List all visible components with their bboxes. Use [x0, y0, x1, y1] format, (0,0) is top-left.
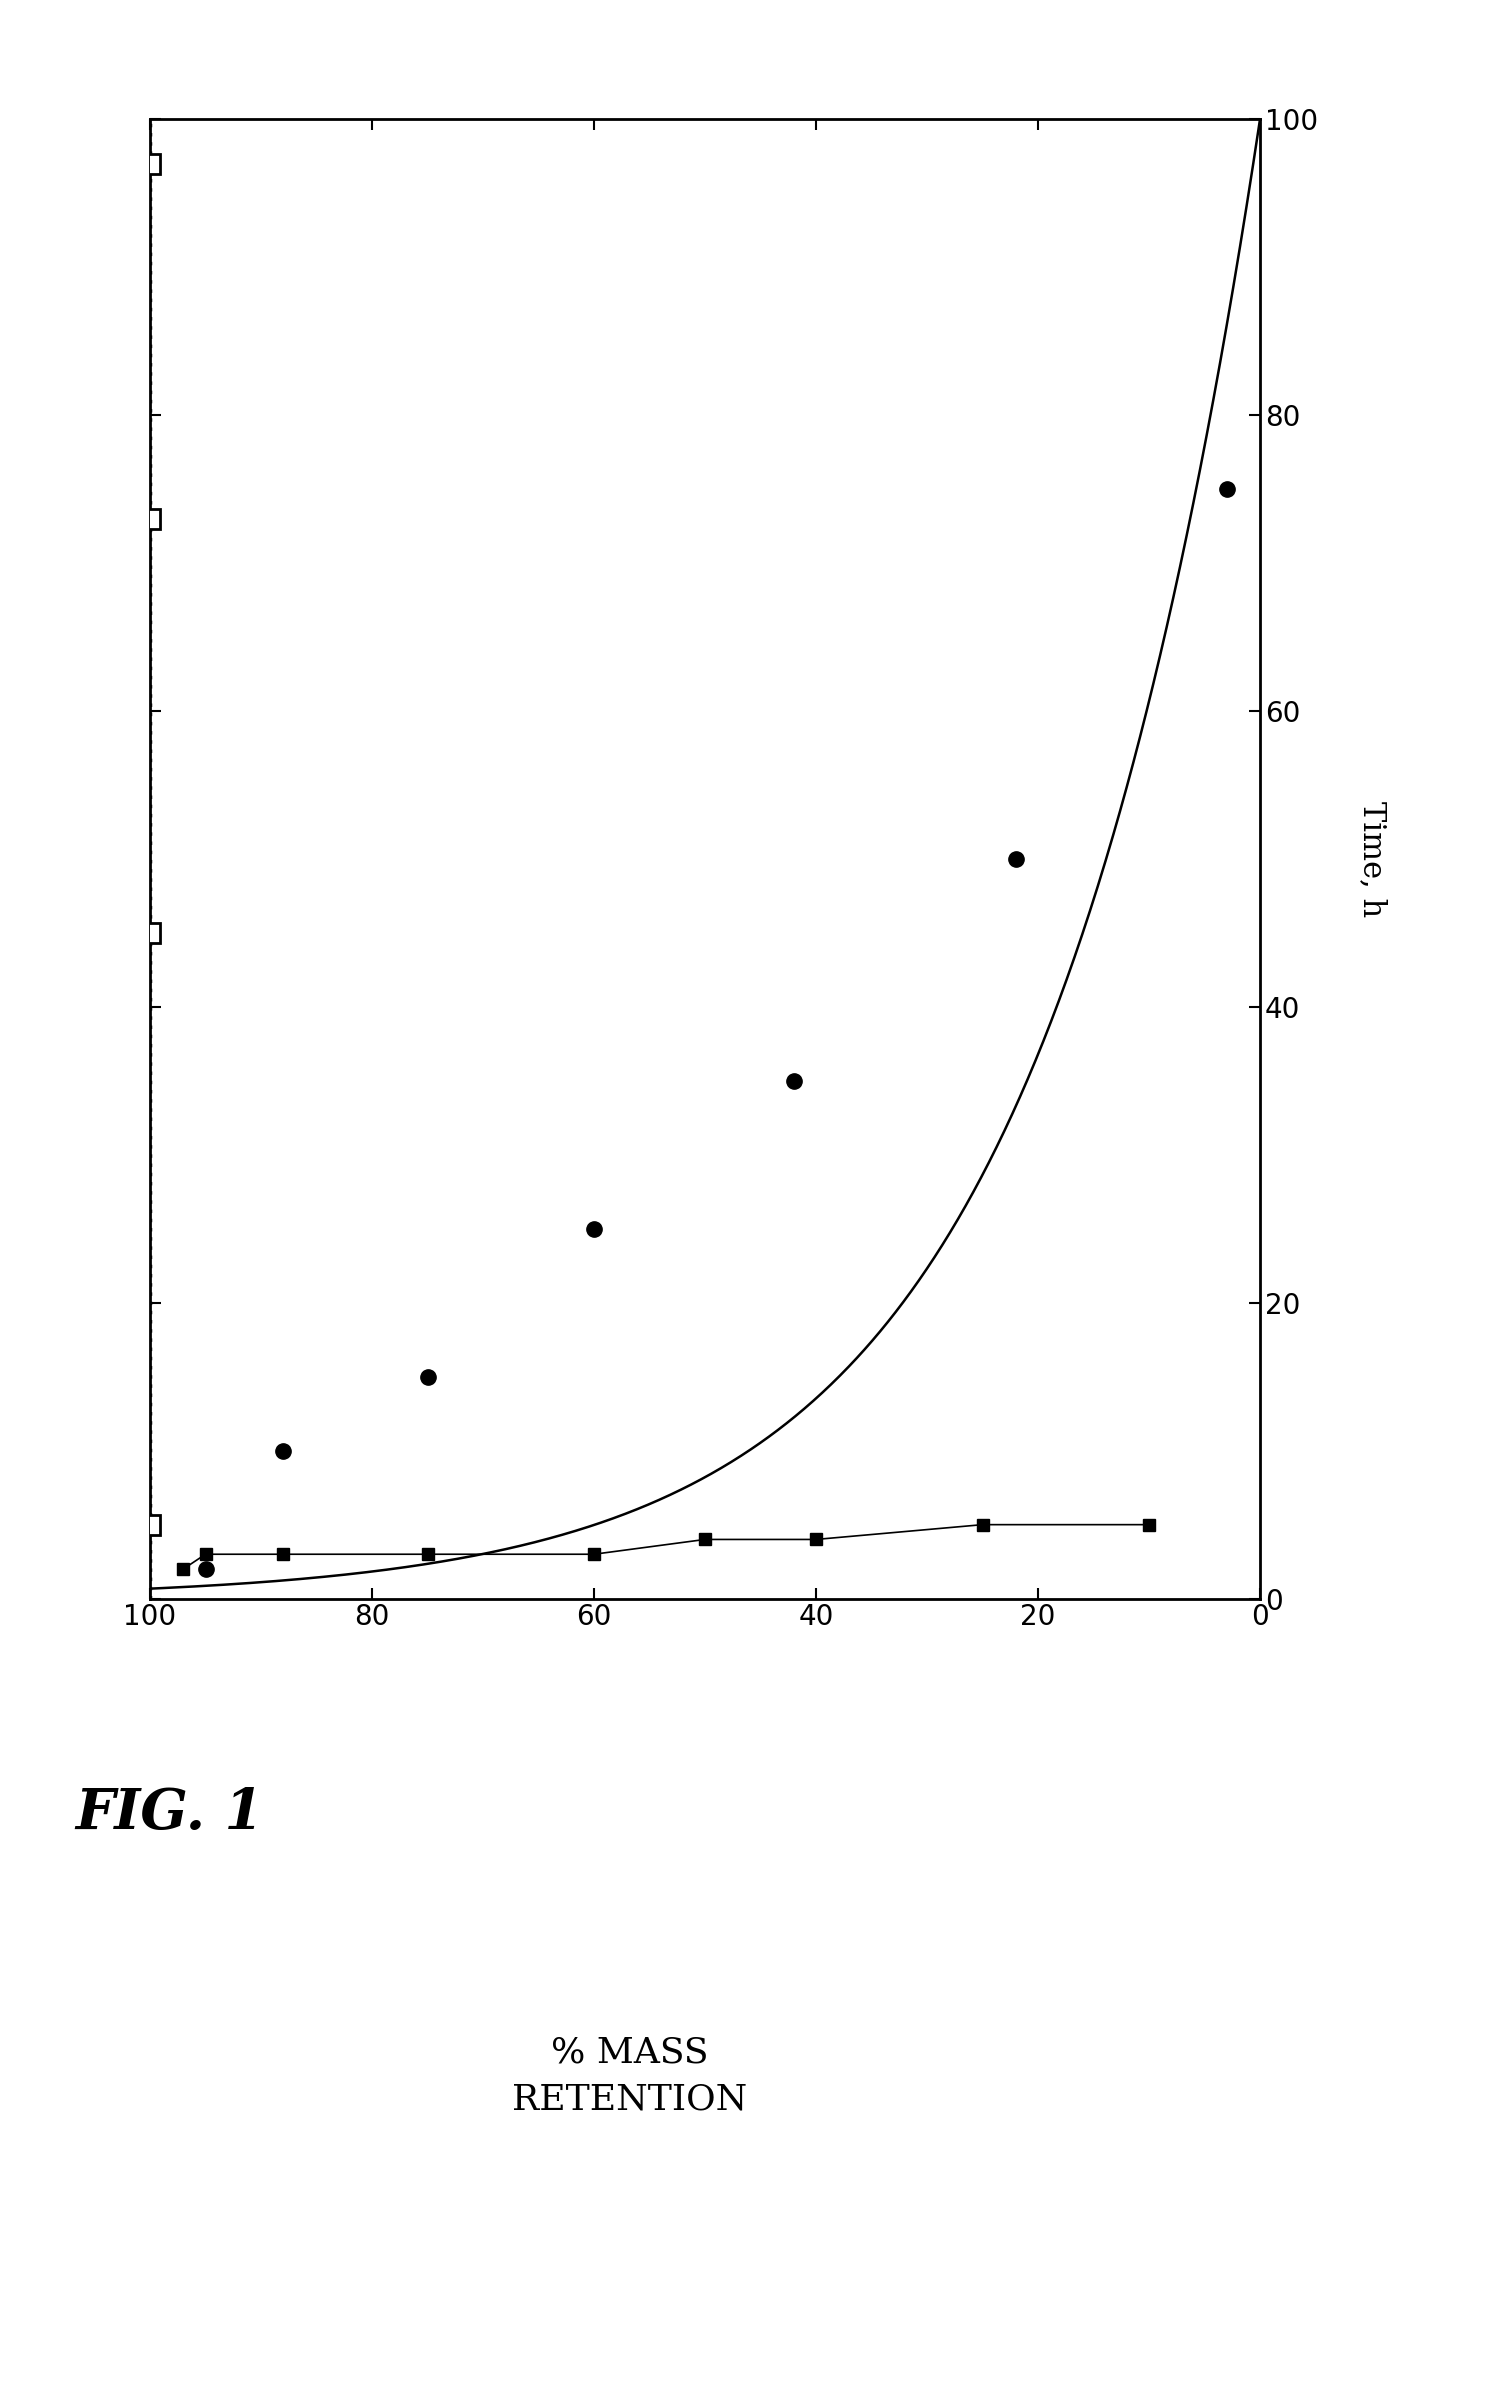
Text: % MASS
RETENTION: % MASS RETENTION — [513, 2035, 747, 2116]
Y-axis label: Time, h: Time, h — [1358, 802, 1388, 916]
Text: FIG. 1: FIG. 1 — [75, 1785, 262, 1842]
